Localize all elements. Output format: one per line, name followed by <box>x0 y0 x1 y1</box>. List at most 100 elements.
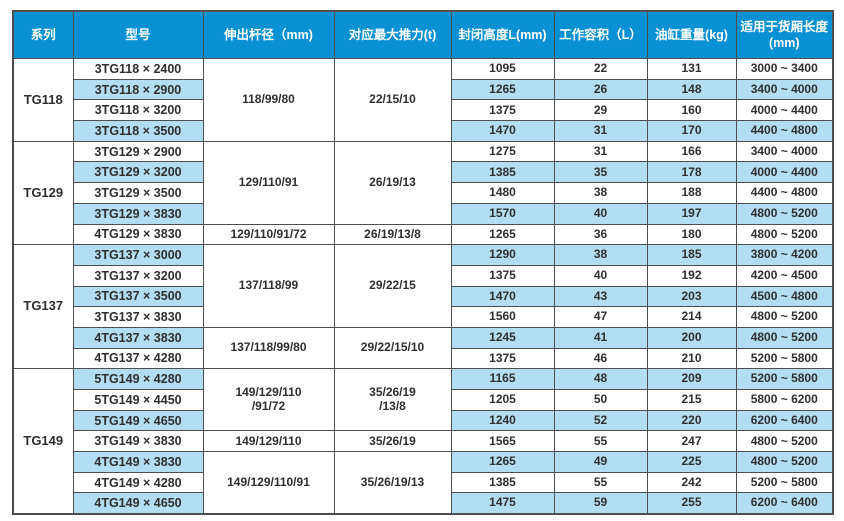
height-cell: 1470 <box>450 120 555 142</box>
volume-cell: 59 <box>553 492 648 515</box>
range-cell: 4400 ~ 4800 <box>735 120 834 142</box>
height-cell: 1265 <box>450 223 555 246</box>
volume-cell: 26 <box>553 78 648 101</box>
table-row: 4TG129 × 3830 129/110/91/72 26/19/13/8 1265… <box>13 223 834 246</box>
weight-cell: 192 <box>646 264 737 287</box>
rod-cell: 149/129/110/91 <box>202 451 335 515</box>
range-cell: 4000 ~ 4400 <box>735 99 834 122</box>
model-cell: 3TG137 × 3500 <box>72 285 204 308</box>
height-cell: 1290 <box>450 244 555 266</box>
height-cell: 1565 <box>450 430 555 453</box>
header-cell-thrust: 对应最大推力(t) <box>333 10 452 59</box>
range-cell: 3000 ~ 3400 <box>735 58 834 80</box>
model-cell: 4TG149 × 4280 <box>72 471 204 494</box>
model-cell: 4TG149 × 3830 <box>72 451 204 473</box>
table-row: 3TG129 × 3830 1570 40 197 4800 ~ 5200 <box>13 202 834 225</box>
height-cell: 1385 <box>450 161 555 184</box>
model-cell: 3TG129 × 3200 <box>72 161 204 184</box>
height-cell: 1265 <box>450 451 555 473</box>
volume-cell: 52 <box>553 409 648 432</box>
volume-cell: 47 <box>553 306 648 328</box>
model-cell: 3TG137 × 3830 <box>72 306 204 328</box>
header-cell-model: 型号 <box>72 10 204 59</box>
weight-cell: 225 <box>646 451 737 473</box>
table-body: TG118 3TG118 × 2400 118/99/80 22/15/10 1095 2… <box>12 58 834 515</box>
model-cell: 3TG129 × 3830 <box>72 202 204 225</box>
range-cell: 4500 ~ 4800 <box>735 285 834 308</box>
table-row: TG149 5TG149 × 4280 149/129/110 /91/72 35/2… <box>12 368 834 515</box>
range-cell: 4800 ~ 5200 <box>735 202 834 225</box>
height-cell: 1240 <box>450 409 555 432</box>
weight-cell: 200 <box>646 326 737 349</box>
weight-cell: 203 <box>646 285 737 308</box>
height-cell: 1375 <box>450 347 555 370</box>
table-row: 3TG149 × 3830 149/129/110 35/26/19 1565 55 24… <box>13 430 834 453</box>
range-cell: 3800 ~ 4200 <box>735 244 834 266</box>
table-row: 3TG129 × 3200 1385 35 178 4000 ~ 4400 <box>13 161 834 184</box>
weight-cell: 215 <box>646 389 737 411</box>
thrust-cell: 35/26/19 <box>333 430 452 453</box>
header-cell-weight: 油缸重量(kg) <box>646 10 737 59</box>
height-cell: 1560 <box>450 306 555 328</box>
height-cell: 1095 <box>450 58 555 80</box>
weight-cell: 148 <box>646 78 737 101</box>
table-row: 3TG118 × 2900 1265 26 148 3400 ~ 4000 <box>13 78 834 101</box>
weight-cell: 242 <box>646 471 737 494</box>
cylinder-spec-table: 系列 型号 伸出杆径（mm) 对应最大推力(t) 封闭高度L(mm) 工作容积（L） 油缸重… <box>12 10 834 515</box>
height-cell: 1165 <box>450 368 555 390</box>
weight-cell: 160 <box>646 99 737 122</box>
volume-cell: 50 <box>553 389 648 411</box>
thrust-cell: 29/22/15/10 <box>333 326 452 370</box>
table-row: 3TG129 × 3500 1480 38 188 4400 ~ 4800 <box>13 182 834 204</box>
series-cell: TG137 <box>12 244 74 370</box>
model-cell: 3TG118 × 2400 <box>72 58 204 80</box>
rod-cell: 137/118/99/80 <box>202 326 335 370</box>
rod-cell: 149/129/110 /91/72 <box>202 368 335 432</box>
range-cell: 4800 ~ 5200 <box>735 223 834 246</box>
volume-cell: 22 <box>553 58 648 80</box>
range-cell: 5200 ~ 5800 <box>735 368 834 390</box>
volume-cell: 46 <box>553 347 648 370</box>
table-row: 5TG149 × 4650 1240 52 220 6200 ~ 6400 <box>13 409 834 432</box>
height-cell: 1375 <box>450 99 555 122</box>
header-cell-series: 系列 <box>12 10 74 59</box>
range-cell: 5800 ~ 6200 <box>735 389 834 411</box>
height-cell: 1265 <box>450 78 555 101</box>
range-cell: 6200 ~ 6400 <box>735 492 834 515</box>
range-cell: 4800 ~ 5200 <box>735 326 834 349</box>
rod-cell: 149/129/110 <box>202 430 335 453</box>
range-cell: 6200 ~ 6400 <box>735 409 834 432</box>
model-cell: 5TG149 × 4650 <box>72 409 204 432</box>
series-cell: TG118 <box>12 58 74 142</box>
volume-cell: 29 <box>553 99 648 122</box>
range-cell: 3400 ~ 4000 <box>735 140 834 163</box>
volume-cell: 31 <box>553 120 648 142</box>
model-cell: 5TG149 × 4280 <box>72 368 204 390</box>
height-cell: 1375 <box>450 264 555 287</box>
weight-cell: 210 <box>646 347 737 370</box>
range-cell: 4200 ~ 4500 <box>735 264 834 287</box>
weight-cell: 220 <box>646 409 737 432</box>
volume-cell: 49 <box>553 451 648 473</box>
table-row: 4TG149 × 3830 149/129/110/91 35/26/19/13 12… <box>13 451 834 515</box>
weight-cell: 131 <box>646 58 737 80</box>
height-cell: 1470 <box>450 285 555 308</box>
range-cell: 4000 ~ 4400 <box>735 161 834 184</box>
volume-cell: 40 <box>553 202 648 225</box>
series-cell: TG149 <box>12 368 74 515</box>
header-cell-height: 封闭高度L(mm) <box>450 10 555 59</box>
table-row: 3TG137 × 3200 1375 40 192 4200 ~ 4500 <box>13 264 834 287</box>
table-row: 3TG118 × 3200 1375 29 160 4000 ~ 4400 <box>13 99 834 122</box>
weight-cell: 166 <box>646 140 737 163</box>
table-row: 4TG149 × 4650 1475 59 255 6200 ~ 6400 <box>13 492 834 515</box>
model-cell: 4TG137 × 3830 <box>72 326 204 349</box>
volume-cell: 35 <box>553 161 648 184</box>
volume-cell: 36 <box>553 223 648 246</box>
model-cell: 3TG149 × 3830 <box>72 430 204 453</box>
volume-cell: 55 <box>553 471 648 494</box>
volume-cell: 40 <box>553 264 648 287</box>
thrust-cell: 26/19/13 <box>333 140 452 225</box>
header-cell-volume: 工作容积（L） <box>553 10 648 59</box>
table-row: TG129 3TG129 × 2900 129/110/91 26/19/13 1275… <box>12 140 834 246</box>
weight-cell: 188 <box>646 182 737 204</box>
